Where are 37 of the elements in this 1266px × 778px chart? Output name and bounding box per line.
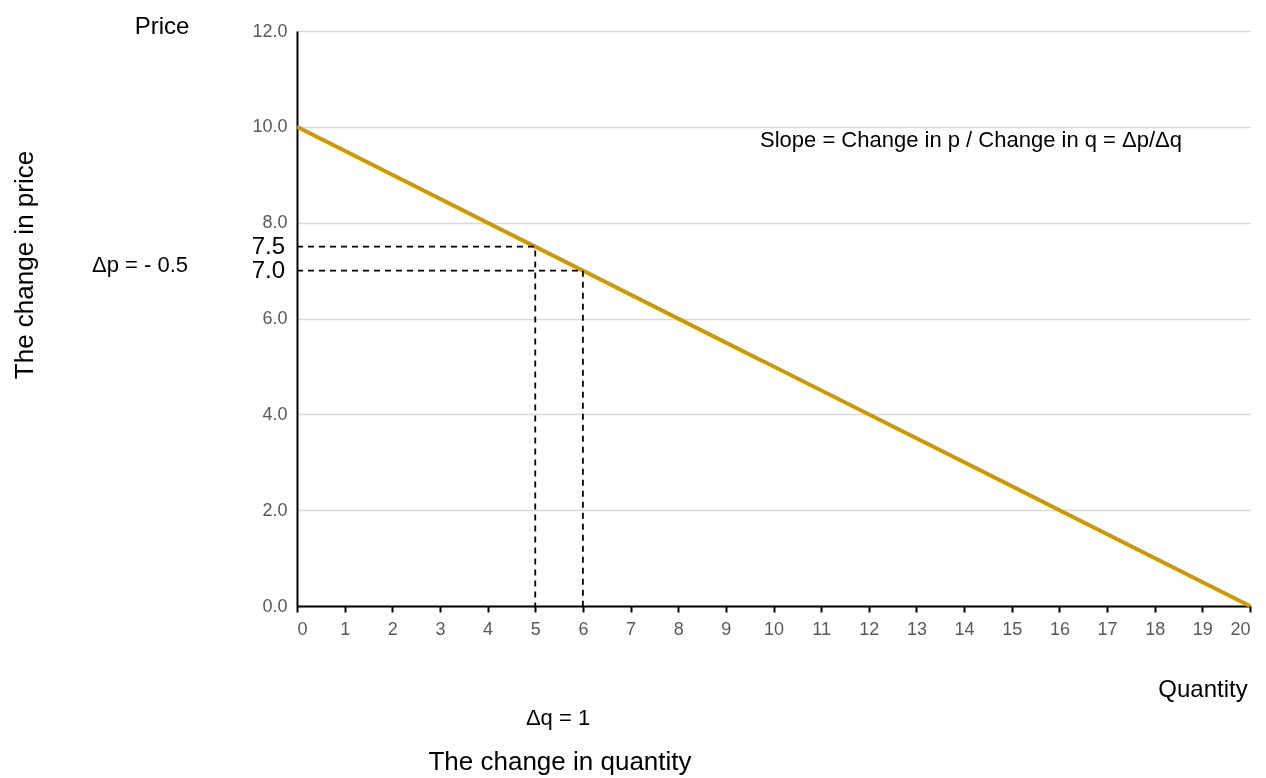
x-tick-label: 8 — [673, 618, 684, 639]
annotation: Slope = Change in p / Change in q = Δp/Δq — [760, 127, 1183, 152]
x-tick-label: 10 — [763, 618, 785, 639]
y-axis-title: Price — [134, 12, 190, 39]
x-tick-label: 7 — [626, 618, 637, 639]
x-tick-label: 19 — [1192, 618, 1213, 639]
x-tick-label: 13 — [906, 618, 927, 639]
x-tick-label: 14 — [954, 618, 975, 639]
x-tick-label: 2 — [387, 618, 398, 639]
x-tick-label: 20 — [1230, 618, 1251, 639]
x-tick-label: 15 — [1002, 618, 1023, 639]
text: The change in price — [9, 150, 39, 380]
y-tick-label: 10.0 — [252, 116, 288, 137]
x-tick-label: 12 — [859, 618, 880, 639]
text: Δp = - 0.5 — [91, 252, 188, 277]
y-tick-label: 6.0 — [262, 308, 288, 328]
x-tick-label: 17 — [1097, 618, 1118, 639]
y-tick-label: 12.0 — [252, 20, 288, 41]
text: The change in quantity — [428, 746, 692, 776]
x-tick-label: 4 — [483, 618, 494, 639]
y-tick-label: 4.0 — [262, 403, 288, 424]
y-tick-label: 8.0 — [262, 212, 288, 233]
x-tick-label: 11 — [812, 618, 831, 639]
x-tick-label: 3 — [435, 618, 446, 639]
text: Δq = 1 — [525, 705, 591, 730]
x-tick-label: 6 — [578, 618, 589, 639]
text: 7.0 — [251, 256, 285, 283]
x-tick-label: 0 — [297, 618, 308, 639]
x-tick-label: 18 — [1145, 618, 1166, 639]
text: 7.5 — [251, 232, 285, 259]
y-tick-label: 2.0 — [262, 499, 288, 520]
x-tick-label: 1 — [340, 618, 351, 639]
y-tick-label: 0.0 — [262, 595, 288, 616]
x-tick-label: 9 — [721, 618, 732, 639]
x-tick-label: 16 — [1049, 618, 1070, 639]
x-tick-label: 5 — [530, 618, 541, 639]
x-axis-title: Quantity — [1158, 675, 1248, 702]
